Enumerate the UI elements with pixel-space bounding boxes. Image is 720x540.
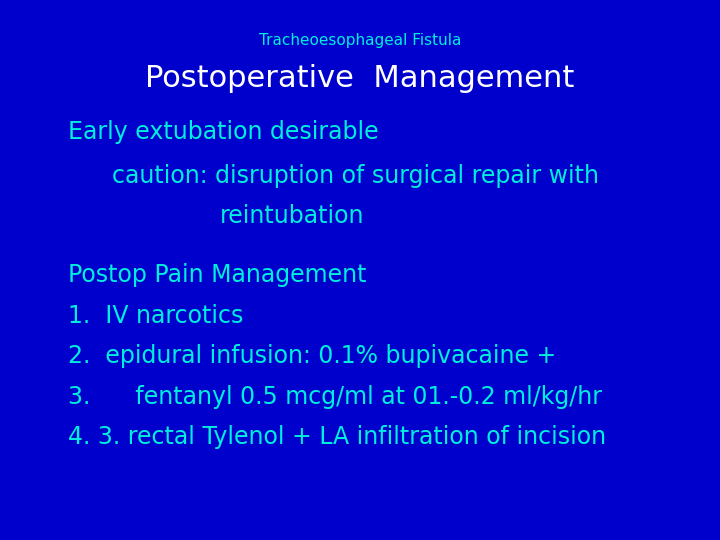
Text: 1.  IV narcotics: 1. IV narcotics [68, 304, 244, 328]
Text: 2.  epidural infusion: 0.1% bupivacaine +: 2. epidural infusion: 0.1% bupivacaine + [68, 345, 557, 368]
Text: Postoperative  Management: Postoperative Management [145, 64, 575, 93]
Text: Early extubation desirable: Early extubation desirable [68, 120, 379, 144]
Text: caution: disruption of surgical repair with: caution: disruption of surgical repair w… [112, 164, 598, 187]
Text: Tracheoesophageal Fistula: Tracheoesophageal Fistula [258, 33, 462, 48]
Text: 4. 3. rectal Tylenol + LA infiltration of incision: 4. 3. rectal Tylenol + LA infiltration o… [68, 426, 606, 449]
Text: 3.      fentanyl 0.5 mcg/ml at 01.-0.2 ml/kg/hr: 3. fentanyl 0.5 mcg/ml at 01.-0.2 ml/kg/… [68, 385, 603, 409]
Text: Postop Pain Management: Postop Pain Management [68, 264, 367, 287]
Text: reintubation: reintubation [220, 204, 364, 228]
